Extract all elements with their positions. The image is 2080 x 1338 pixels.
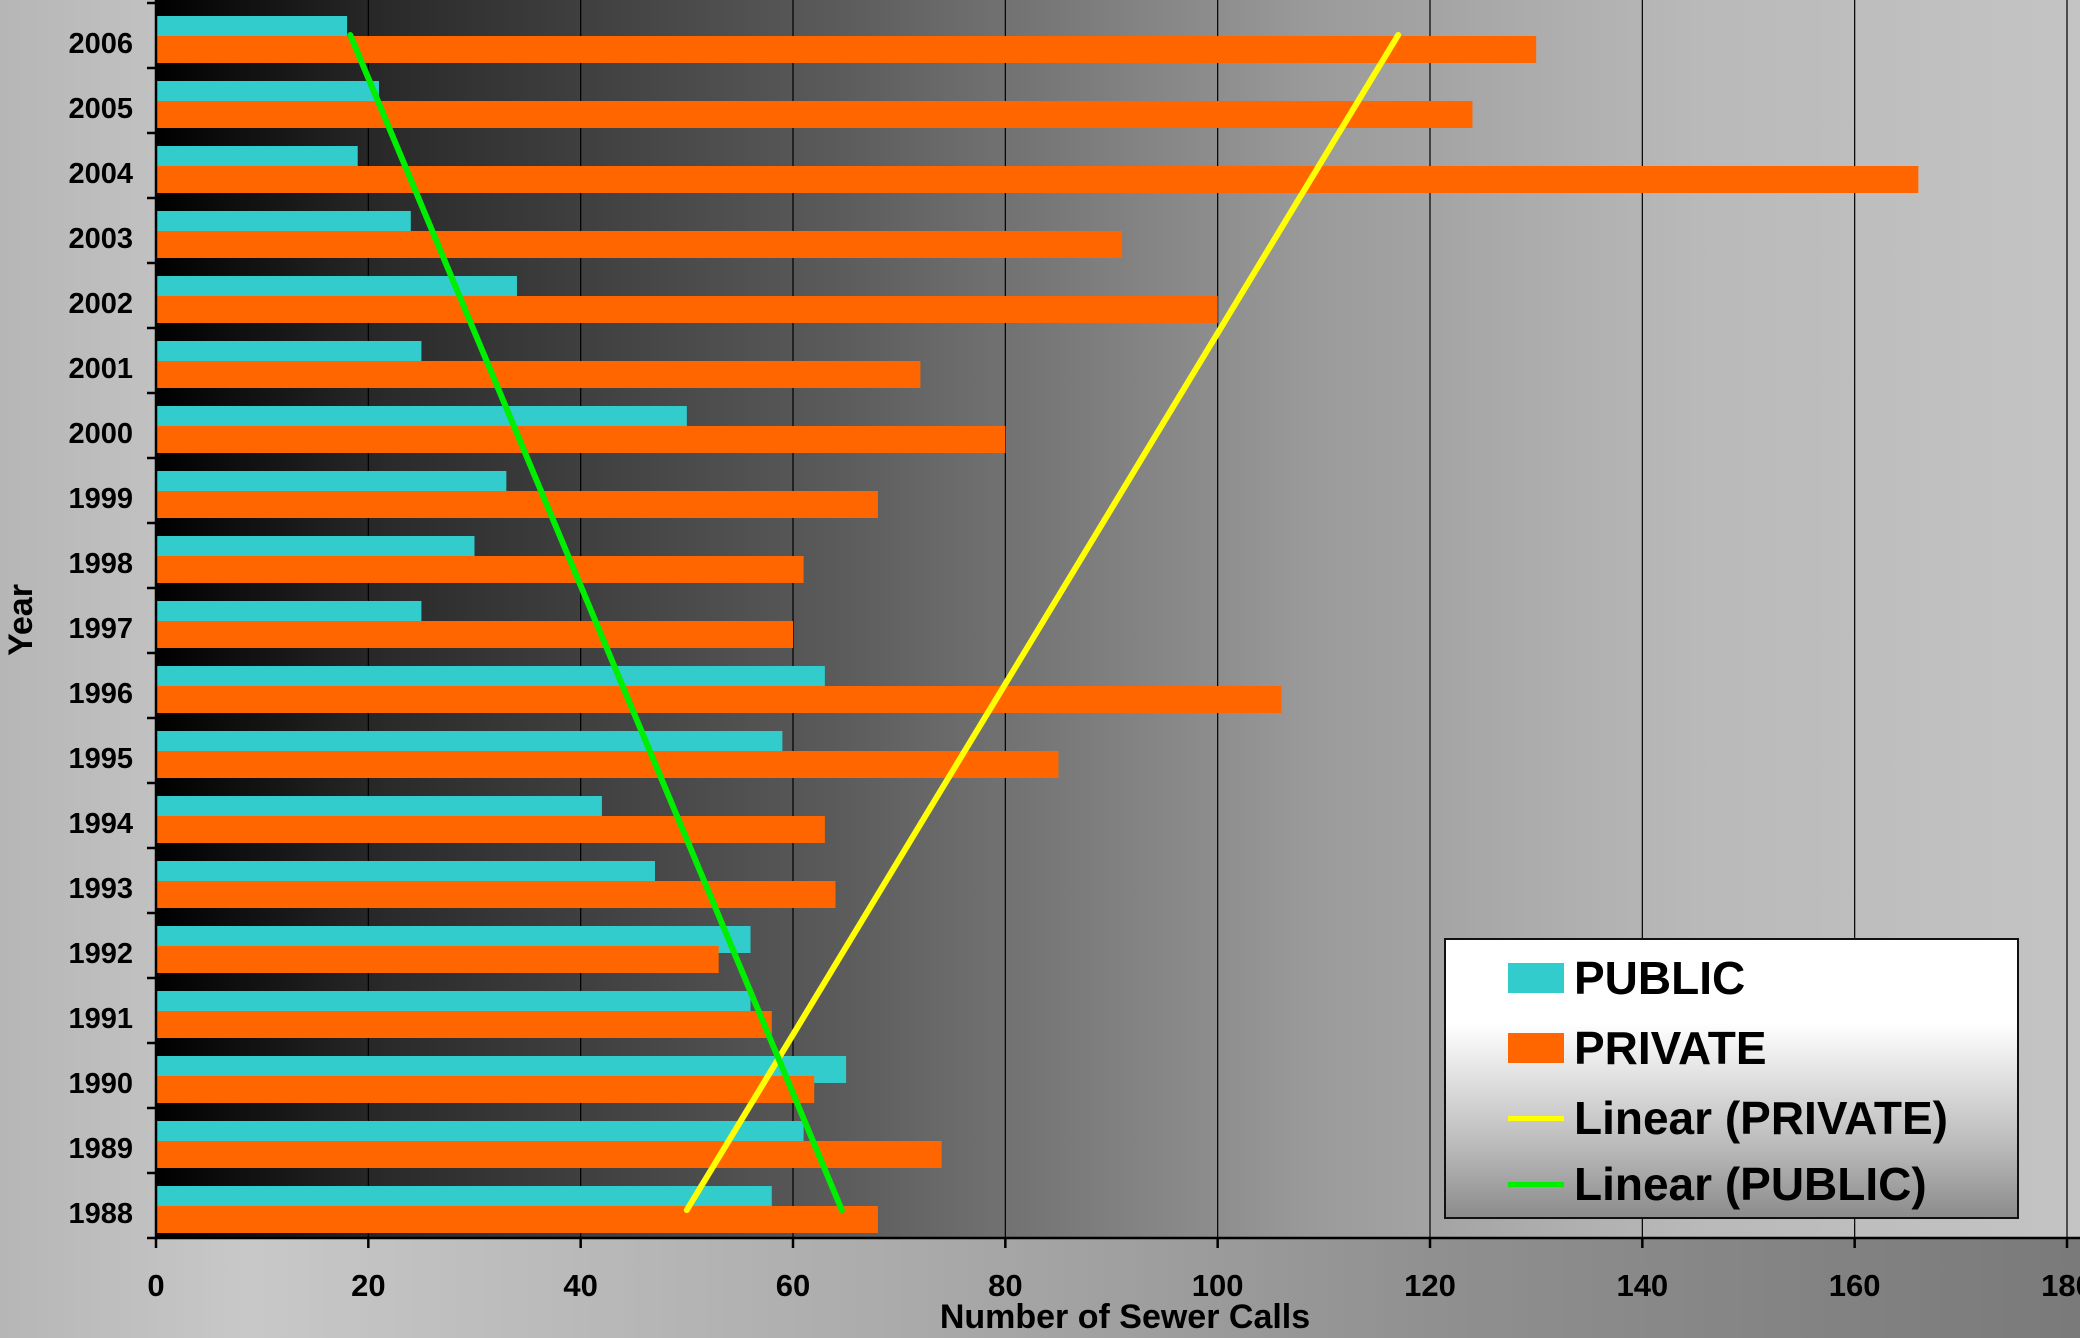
legend-item-linear-private: Linear (PRIVATE) (1508, 1088, 1948, 1148)
y-tick-label: 2001 (68, 353, 133, 385)
legend-label-linear-private: Linear (PRIVATE) (1574, 1092, 1948, 1144)
y-tick-label: 2004 (68, 158, 133, 190)
bar-private-2004 (156, 166, 1919, 193)
x-tick-label: 100 (1192, 1268, 1244, 1303)
y-tick-label: 1994 (68, 808, 133, 840)
y-tick-label: 2006 (68, 28, 133, 60)
x-tick-label: 0 (147, 1268, 164, 1303)
legend-item-linear-public: Linear (PUBLIC) (1508, 1154, 1927, 1214)
bar-private-1993 (156, 881, 836, 908)
y-tick-label: 2003 (68, 223, 133, 255)
legend-item-private: PRIVATE (1508, 1018, 1767, 1078)
x-axis-title: Number of Sewer Calls (940, 1298, 1310, 1336)
bar-private-1991 (156, 1011, 772, 1038)
y-tick-label: 1988 (68, 1198, 133, 1230)
bar-private-1989 (156, 1141, 942, 1168)
y-tick-label: 1996 (68, 678, 133, 710)
public-swatch-icon (1508, 963, 1564, 993)
legend-label-public: PUBLIC (1574, 952, 1746, 1004)
trendline-public (347, 32, 845, 1213)
y-tick-label: 2002 (68, 288, 133, 320)
y-tick-label: 1993 (68, 873, 133, 905)
bar-private-1997 (156, 621, 793, 648)
linear-public-line-icon (1508, 1181, 1564, 1187)
bar-private-1992 (156, 946, 719, 973)
bar-private-1996 (156, 686, 1282, 713)
bar-private-1998 (156, 556, 804, 583)
legend-label-linear-public: Linear (PUBLIC) (1574, 1158, 1927, 1210)
bar-private-2006 (156, 36, 1537, 63)
x-tick-label: 160 (1829, 1268, 1881, 1303)
x-tick-label: 80 (988, 1268, 1022, 1303)
bar-private-1995 (156, 751, 1059, 778)
bars (156, 16, 1919, 1233)
x-tick-label: 120 (1404, 1268, 1456, 1303)
linear-private-line-icon (1508, 1115, 1564, 1121)
bar-private-2005 (156, 101, 1473, 128)
x-tick-label: 60 (776, 1268, 810, 1303)
bar-private-2001 (156, 361, 921, 388)
x-tick-label: 40 (563, 1268, 597, 1303)
x-tick-label: 180 (2041, 1268, 2080, 1303)
axes: 0 20 40 60 80 100 120 140 160 180 1988 1989 1990 1991… (68, 0, 2080, 1303)
y-tick-label: 1992 (68, 938, 133, 970)
bar-private-1999 (156, 491, 878, 518)
bar-private-2002 (156, 296, 1218, 323)
y-tick-label: 1989 (68, 1133, 133, 1165)
y-tick-label: 1990 (68, 1068, 133, 1100)
y-tick-label: 2005 (68, 93, 133, 125)
private-swatch-icon (1508, 1033, 1564, 1063)
bar-private-1994 (156, 816, 825, 843)
legend-item-public: PUBLIC (1508, 948, 1745, 1008)
bar-private-1990 (156, 1076, 815, 1103)
y-tick-label: 1991 (68, 1003, 133, 1035)
trendlines (347, 32, 1402, 1213)
y-tick-label: 1998 (68, 548, 133, 580)
trendline-private (683, 32, 1402, 1213)
y-tick-label: 1999 (68, 483, 133, 515)
bar-private-1988 (156, 1206, 878, 1233)
bar-private-2000 (156, 426, 1006, 453)
x-tick-label: 20 (351, 1268, 385, 1303)
legend: PUBLIC PRIVATE Linear (PRIVATE) Linear (… (1444, 938, 2019, 1219)
y-axis-title: Year (2, 584, 40, 656)
x-tick-label: 140 (1616, 1268, 1668, 1303)
bar-private-2003 (156, 231, 1123, 258)
y-tick-label: 1995 (68, 743, 133, 775)
y-tick-label: 1997 (68, 613, 133, 645)
y-tick-label: 2000 (68, 418, 133, 450)
legend-label-private: PRIVATE (1574, 1022, 1767, 1074)
